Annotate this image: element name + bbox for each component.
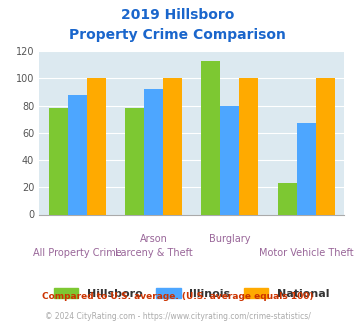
- Bar: [220, 106, 239, 214]
- Text: All Property Crime: All Property Crime: [33, 248, 121, 258]
- Bar: [87, 79, 106, 214]
- Text: Larceny & Theft: Larceny & Theft: [115, 248, 192, 258]
- Bar: [144, 89, 163, 214]
- Legend: Hillsboro, Illinois, National: Hillsboro, Illinois, National: [49, 284, 334, 304]
- Text: Arson: Arson: [140, 234, 168, 244]
- Bar: [278, 183, 297, 214]
- Bar: [239, 79, 258, 214]
- Bar: [201, 61, 220, 214]
- Bar: [68, 95, 87, 214]
- Bar: [49, 108, 68, 214]
- Text: Motor Vehicle Theft: Motor Vehicle Theft: [259, 248, 354, 258]
- Text: Property Crime Comparison: Property Crime Comparison: [69, 28, 286, 42]
- Bar: [316, 79, 335, 214]
- Text: 2019 Hillsboro: 2019 Hillsboro: [121, 8, 234, 22]
- Bar: [297, 123, 316, 214]
- Bar: [163, 79, 182, 214]
- Text: Compared to U.S. average. (U.S. average equals 100): Compared to U.S. average. (U.S. average …: [42, 292, 313, 301]
- Text: © 2024 CityRating.com - https://www.cityrating.com/crime-statistics/: © 2024 CityRating.com - https://www.city…: [45, 312, 310, 321]
- Text: Burglary: Burglary: [209, 234, 251, 244]
- Bar: [125, 108, 144, 214]
